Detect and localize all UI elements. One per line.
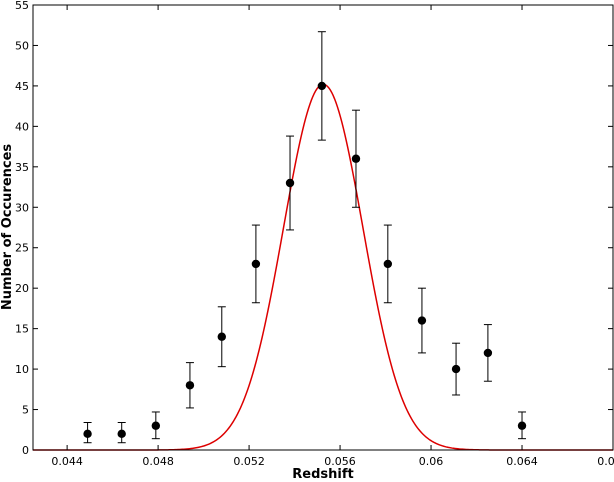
data-point-marker xyxy=(83,429,92,439)
data-point-marker xyxy=(151,421,161,430)
data-point-marker xyxy=(483,348,493,358)
y-tick-label: 55 xyxy=(15,0,29,12)
plot-area xyxy=(33,5,613,450)
data-point-marker xyxy=(317,81,327,91)
data-point-group xyxy=(251,224,261,304)
data-point-marker xyxy=(251,259,261,269)
y-tick-label: 20 xyxy=(15,282,29,295)
data-point-group xyxy=(83,421,92,444)
x-tick-label: 0.068 xyxy=(597,455,614,468)
x-tick-label: 0.048 xyxy=(142,455,174,468)
y-tick-label: 45 xyxy=(15,80,29,93)
x-tick-label: 0.064 xyxy=(506,455,538,468)
y-tick-label: 10 xyxy=(15,363,29,376)
data-point-group xyxy=(285,135,295,231)
data-point-marker xyxy=(117,429,126,439)
axes-layer: 0.044 0.048 0.052 0.056 0.06 0.064 0.068 0 5 10 15… xyxy=(15,0,614,468)
data-point-marker xyxy=(417,316,427,325)
x-tick-label: 0.06 xyxy=(419,455,444,468)
data-point-group xyxy=(317,31,327,141)
x-tick-label: 0.044 xyxy=(51,455,83,468)
y-tick-label: 0 xyxy=(22,444,29,457)
y-tick-label: 25 xyxy=(15,242,29,255)
data-point-marker xyxy=(185,381,195,390)
data-points-layer xyxy=(83,31,527,444)
data-point-group xyxy=(483,324,493,382)
x-tick-label: 0.052 xyxy=(233,455,265,468)
data-point-group xyxy=(351,109,361,208)
y-tick-label: 15 xyxy=(15,323,29,336)
plot-frame xyxy=(32,4,614,451)
x-axis-label: Redshift xyxy=(292,467,353,482)
data-point-group xyxy=(151,411,161,440)
y-tick-label: 5 xyxy=(22,404,29,417)
y-tick-label: 40 xyxy=(15,120,29,133)
data-point-marker xyxy=(351,154,361,163)
data-point-marker xyxy=(217,332,226,341)
data-point-group xyxy=(451,342,461,396)
data-point-group xyxy=(417,287,427,354)
y-tick-label: 35 xyxy=(15,161,29,174)
data-point-group xyxy=(383,224,393,304)
y-tick-label: 50 xyxy=(15,39,29,52)
data-point-group xyxy=(217,306,226,368)
data-point-marker xyxy=(383,259,393,269)
data-point-marker xyxy=(451,364,461,374)
y-tick-label: 30 xyxy=(15,201,29,214)
y-axis-label: Number of Occurences xyxy=(0,144,15,311)
data-point-group xyxy=(117,421,126,444)
data-point-group xyxy=(517,411,527,440)
data-point-marker xyxy=(517,421,527,430)
data-point-group xyxy=(185,362,195,409)
data-point-marker xyxy=(285,178,295,188)
x-tick-label: 0.056 xyxy=(324,455,356,468)
